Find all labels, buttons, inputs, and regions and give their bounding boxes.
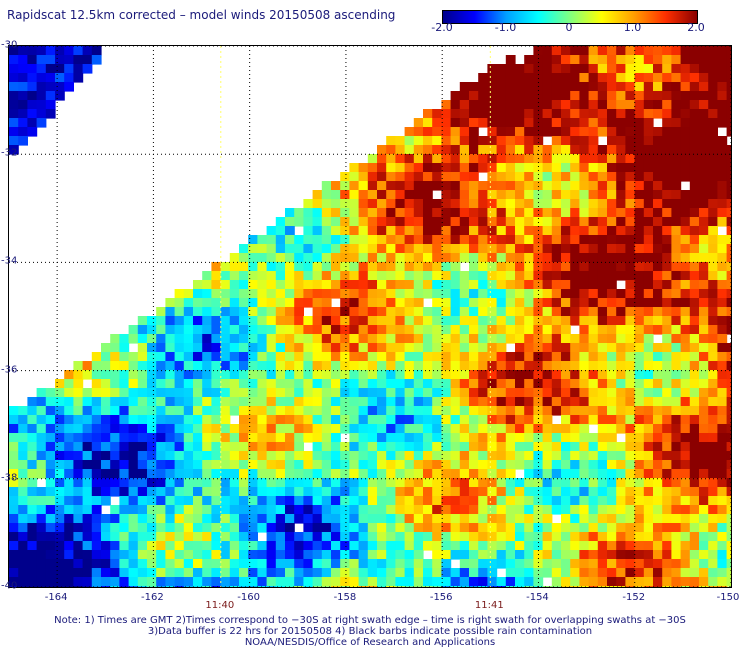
colorbar-tick-label: 0 — [565, 21, 573, 34]
latitude-label: -32 — [1, 147, 18, 159]
colorbar-tick-label: 1.0 — [623, 21, 642, 34]
latitude-label: -34 — [1, 255, 18, 267]
longitude-label: -150 — [716, 592, 740, 603]
latitude-label: -30 — [1, 39, 18, 51]
longitude-label: -156 — [429, 592, 453, 603]
longitude-label: -152 — [622, 592, 646, 603]
latitude-label: -36 — [1, 364, 18, 376]
wind-difference-map — [8, 45, 732, 588]
colorbar — [442, 10, 698, 24]
map-canvas — [9, 46, 731, 587]
longitude-label: -154 — [526, 592, 549, 603]
time-label: 11:40 — [205, 600, 235, 611]
footnote-line-1: Note: 1) Times are GMT 2)Times correspon… — [54, 615, 686, 626]
longitude-label: -164 — [44, 592, 68, 603]
footnote-line-3: NOAA/NESDIS/Office of Research and Appli… — [244, 637, 496, 648]
colorbar-tick-label: -1.0 — [494, 21, 517, 34]
latitude-label: -38 — [1, 472, 18, 484]
longitude-label: -162 — [141, 592, 164, 603]
longitude-label: -160 — [237, 592, 261, 603]
longitude-label: -158 — [333, 592, 357, 603]
colorbar-tick-label: 2.0 — [687, 21, 705, 34]
map-title: Rapidscat 12.5km corrected – model winds… — [7, 8, 396, 22]
time-label: 11:41 — [474, 600, 504, 611]
colorbar-tick-label: -2.0 — [431, 21, 453, 34]
latitude-label: -40 — [1, 580, 18, 592]
footnotes: Note: 1) Times are GMT 2)Times correspon… — [0, 615, 740, 648]
footnote-line-2: 3)Data buffer is 22 hrs for 20150508 4) … — [147, 626, 593, 637]
